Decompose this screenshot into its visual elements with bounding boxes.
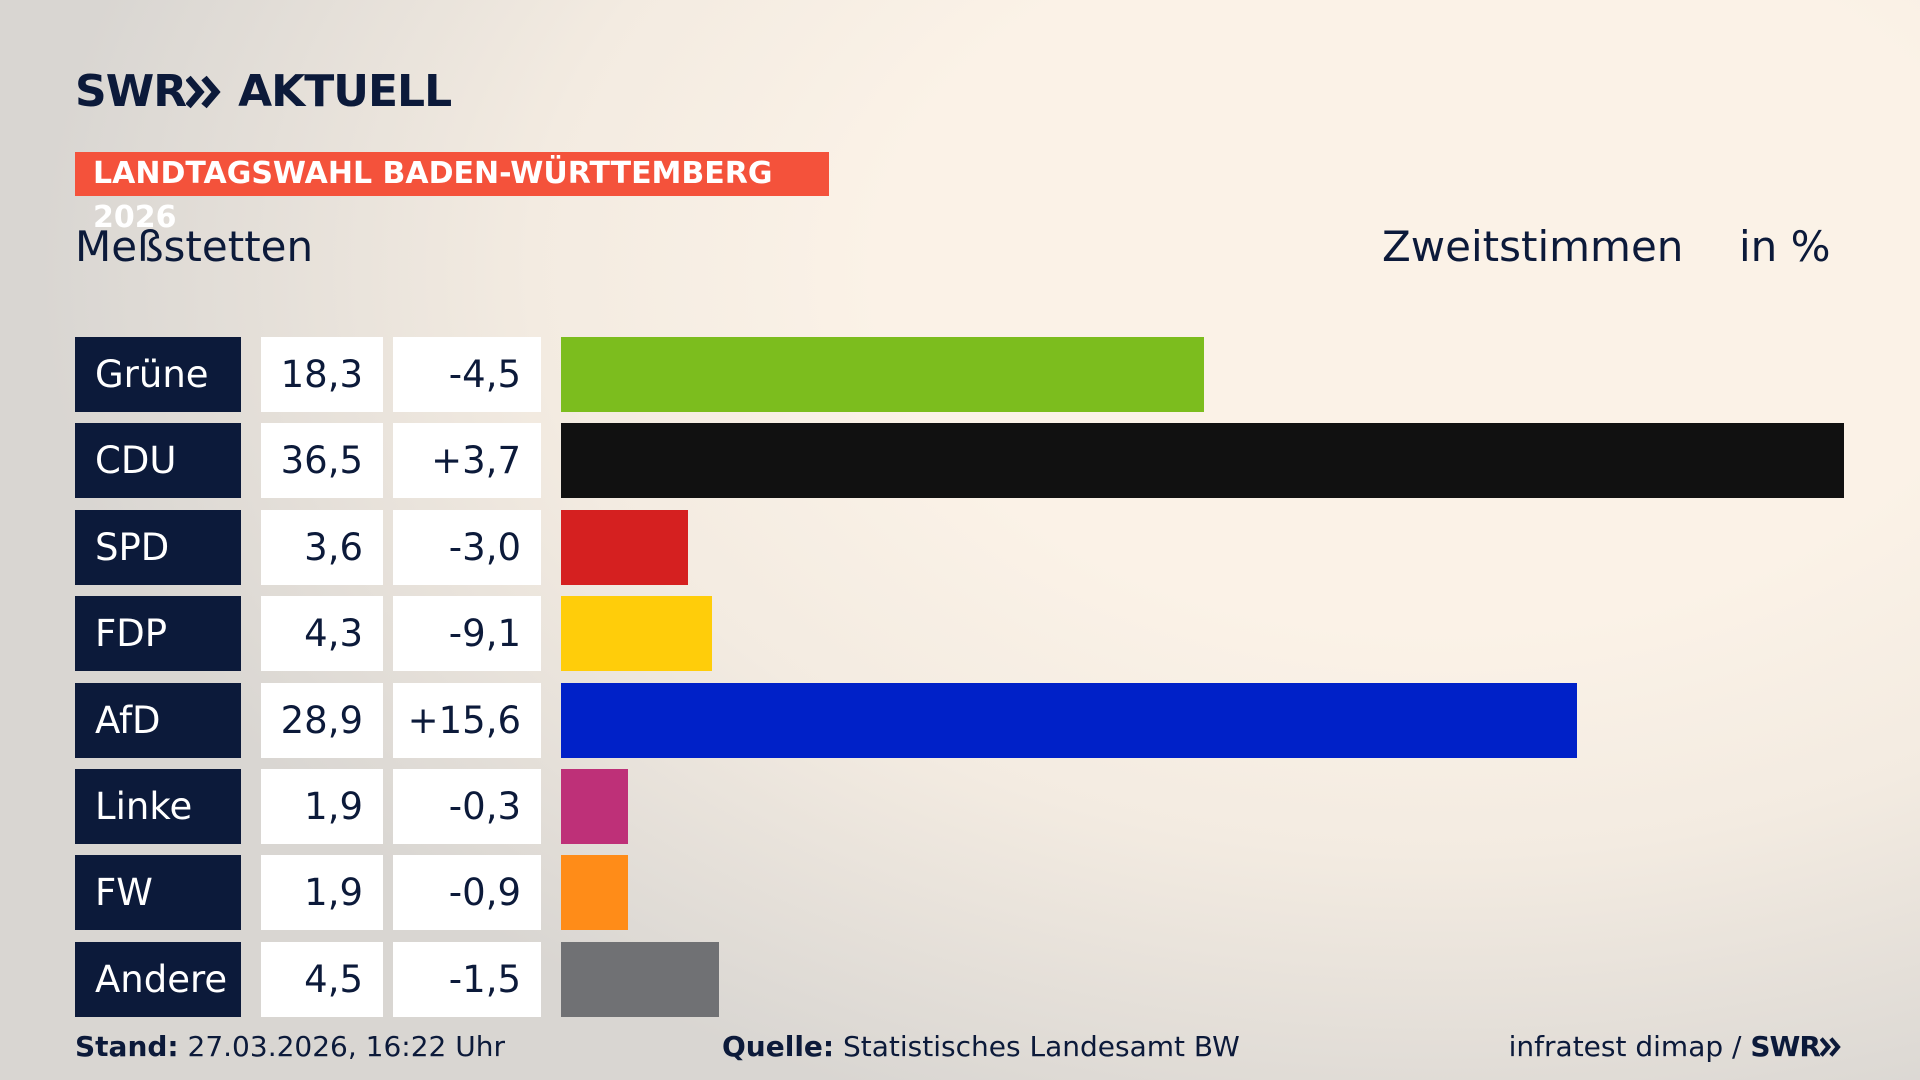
party-label: AfD: [75, 682, 241, 758]
credit: infratest dimap / SWR: [1509, 1030, 1844, 1063]
value-label: 18,3: [261, 337, 383, 412]
bar: [561, 423, 1844, 499]
stand-label: Stand:: [75, 1030, 179, 1063]
product: AKTUELL: [238, 66, 452, 117]
bar: [561, 337, 1205, 412]
bar: [561, 769, 628, 844]
measure: Zweitstimmen: [1382, 222, 1684, 271]
logo: SWR AKTUELL: [75, 66, 452, 117]
source-label: Quelle:: [722, 1030, 835, 1063]
bar: [561, 596, 713, 672]
value-label: 3,6: [261, 509, 383, 585]
change-label: +3,7: [393, 423, 541, 499]
credit-text: infratest dimap /: [1508, 1030, 1742, 1063]
value-label: 4,5: [261, 941, 383, 1017]
change-label: +15,6: [393, 682, 541, 758]
brand: SWR: [75, 66, 187, 117]
change-label: -0,3: [393, 769, 541, 844]
value-label: 1,9: [261, 769, 383, 844]
bar: [561, 682, 1577, 758]
source-text: Statistisches Landesamt BW: [843, 1030, 1240, 1063]
change-label: -4,5: [393, 337, 541, 412]
stand-date: 27.03.2026, 16:22 Uhr: [187, 1030, 505, 1063]
party-label: FDP: [75, 596, 241, 672]
change-label: -9,1: [393, 596, 541, 672]
title: Meßstetten: [75, 222, 314, 271]
value-label: 4,3: [261, 596, 383, 672]
party-label: Grüne: [75, 337, 241, 412]
change-label: -3,0: [393, 509, 541, 585]
bar: [561, 855, 628, 931]
change-label: -0,9: [393, 855, 541, 931]
party-label: SPD: [75, 509, 241, 585]
value-label: 28,9: [261, 682, 383, 758]
source: Quelle: Statistisches Landesamt BW: [722, 1030, 1240, 1063]
value-label: 1,9: [261, 855, 383, 931]
value-label: 36,5: [261, 423, 383, 499]
bar: [561, 509, 688, 585]
party-label: CDU: [75, 423, 241, 499]
unit: in %: [1739, 222, 1831, 271]
party-label: Andere: [75, 941, 241, 1017]
stand: Stand: 27.03.2026, 16:22 Uhr: [75, 1030, 505, 1063]
credit-brand: SWR: [1750, 1030, 1821, 1063]
chevrons: [186, 75, 221, 108]
party-label: FW: [75, 855, 241, 931]
bar: [561, 941, 720, 1017]
change-label: -1,5: [393, 941, 541, 1017]
chevrons: [1820, 1036, 1841, 1057]
banner: LANDTAGSWAHL BADEN-WÜRTTEMBERG 2026: [75, 152, 829, 235]
party-label: Linke: [75, 769, 241, 844]
